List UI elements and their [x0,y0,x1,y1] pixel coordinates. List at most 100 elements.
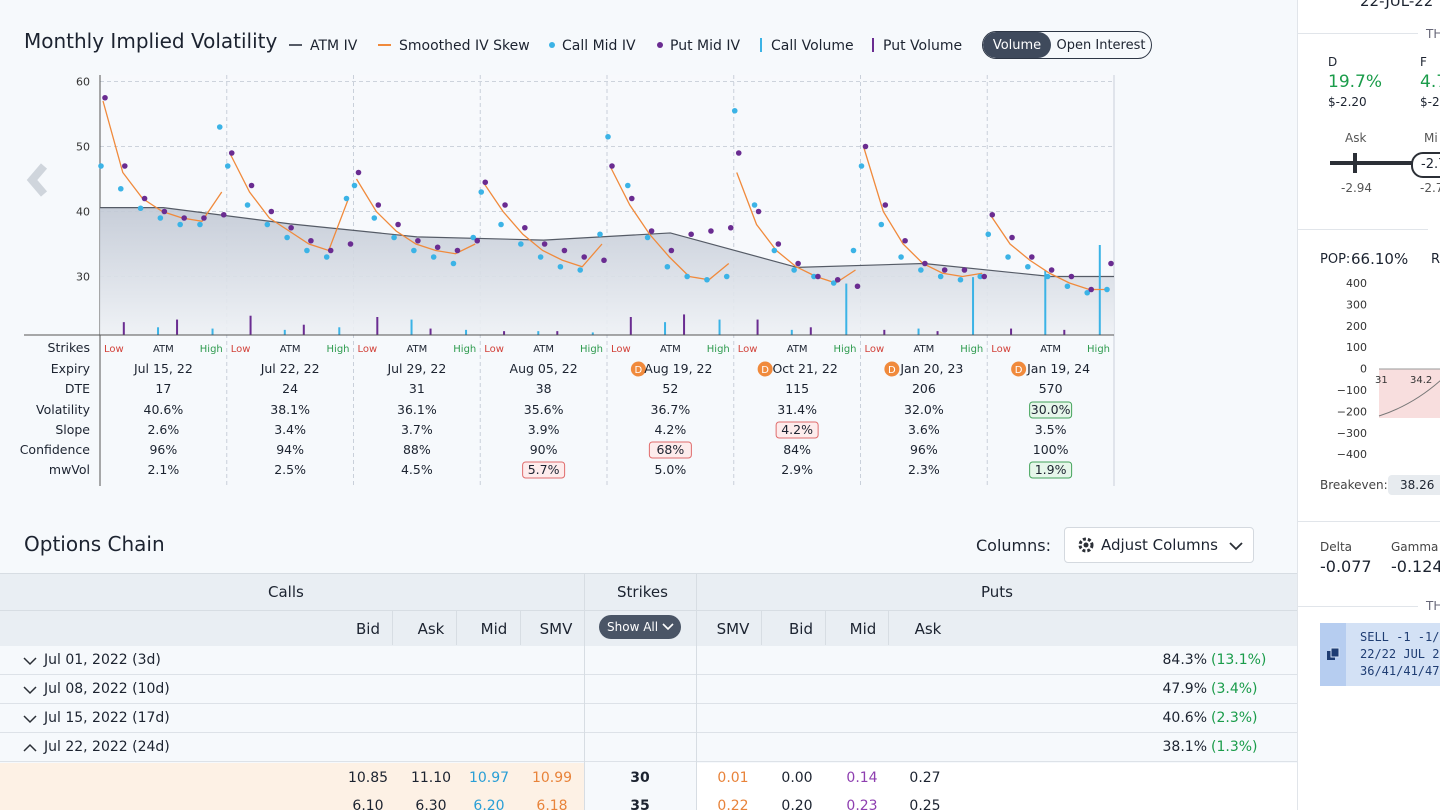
show-all-button[interactable]: Show All [599,615,681,639]
cell-value: Jan 19, 24 [1026,361,1090,376]
cell-value: 206 [912,381,936,396]
call-mid-dot [411,247,417,254]
y-tick-label: 60 [76,76,90,89]
call-mid-dot [830,280,837,286]
expiry-label: Jul 01, 2022 (3d) [44,652,161,668]
column-divider [520,611,521,645]
expand-chevron[interactable] [23,685,37,695]
chain-title: Options Chain [24,532,165,556]
column-header: Mid [849,620,877,638]
put-mid-dot [862,143,869,150]
put-mid-dot [288,224,294,231]
stat-value: 19.7% [1328,72,1383,92]
call-mid-dot [1084,289,1091,296]
legend-label: Put Mid IV [670,38,740,54]
expand-chevron[interactable] [23,656,37,666]
pl-tick-label: −100 [1337,384,1367,397]
put-volume-bar [936,331,939,335]
put-mid-dot [541,241,548,247]
divider [1298,521,1440,522]
chain-cell: 6.30 [415,798,447,810]
expiry-row[interactable] [0,675,1297,704]
prev-arrow[interactable] [26,163,48,197]
cell-value: 570 [1039,381,1063,396]
put-mid-dot [941,267,948,273]
cell-value: 4.2% [781,422,813,437]
toggle-option[interactable]: Open Interest [1056,37,1146,53]
adjust-columns-button[interactable]: Adjust Columns [1064,527,1254,563]
put-mid-dot [1108,260,1114,267]
cell-highlight [522,461,566,479]
legend-label: Smoothed IV Skew [399,38,530,54]
divider [1298,229,1428,230]
atm-iv-line [100,207,1114,278]
order-box[interactable]: SELL -1 -1/22/22 JUL 2 36/41/41/47 [1320,623,1440,686]
put-mid-dot [355,169,362,176]
call-mid-dot [117,185,124,192]
mid-value: -2.7 [1420,181,1440,195]
call-volume-bar [338,327,341,335]
expiry-change: (3.4%) [1211,681,1258,697]
call-mid-dot [918,267,924,273]
cell-value: 30.0% [1031,402,1071,417]
atm-iv-area [100,207,1114,335]
expiry-row[interactable] [0,646,1297,675]
smoothed-skew [482,181,603,268]
toggle-option[interactable]: Volume [983,32,1051,58]
strike-label: ATM [660,344,681,355]
put-mid-dot [961,267,968,273]
slider-thumb[interactable] [1353,153,1357,173]
strike-label: Low [865,344,885,355]
call-mid-dot [244,202,251,208]
columns-label: Columns: [976,536,1051,555]
call-side-bg [0,791,584,810]
y-tick-label: 30 [76,271,90,284]
call-mid-dot [977,273,984,280]
call-mid-dot [470,234,477,241]
copy-icon[interactable] [1326,647,1340,661]
strike-label: High [1087,344,1110,355]
strike-label: Low [738,344,758,355]
put-mid-dot [415,237,421,244]
expand-chevron[interactable] [23,714,37,724]
y-tick-label: 50 [76,141,90,154]
column-header: SMV [716,620,750,638]
put-mid-dot [327,247,334,254]
chain-cell: 10.85 [347,770,389,786]
expiry-iv: 47.9% [1162,681,1207,697]
cell-value: 5.7% [528,462,560,477]
cell-value: 96% [910,442,938,457]
chain-cell: 0.01 [717,770,749,786]
expiry-iv: 38.1% [1162,739,1207,755]
stat-price: $-2.20 [1328,95,1367,109]
mid-input[interactable]: -2.7 [1411,152,1440,178]
call-mid-dot [137,205,144,212]
call-mid-dot [391,234,397,241]
put-mid-dot [795,260,801,267]
call-mid-dot [498,221,504,228]
order-line: 36/41/41/47 [1360,664,1440,678]
call-volume-bar [972,277,975,335]
cell-value: 3.5% [1035,422,1067,437]
expand-chevron[interactable] [23,743,37,753]
strike-label: ATM [1040,344,1061,355]
call-mid-dot [450,260,457,267]
stat-label: F [1420,55,1427,69]
show-all-text: Show All [607,620,659,634]
put-volume-bar [249,315,252,335]
expiry-row[interactable] [0,704,1297,733]
pop-value: 66.10% [1351,250,1409,268]
cell-value: 2.6% [147,422,179,437]
expiry-row[interactable] [0,733,1297,762]
legend-label: Call Mid IV [562,38,636,54]
price-slider[interactable] [1330,161,1415,165]
call-volume-bar [845,283,848,335]
put-mid-dot [1029,254,1035,260]
put-mid-dot [902,237,908,244]
put-mid-dot [708,228,714,234]
cell-value: 35.6% [524,402,564,417]
expiry-change: (13.1%) [1211,652,1267,668]
column-divider [888,611,889,645]
call-mid-dot [157,215,164,221]
